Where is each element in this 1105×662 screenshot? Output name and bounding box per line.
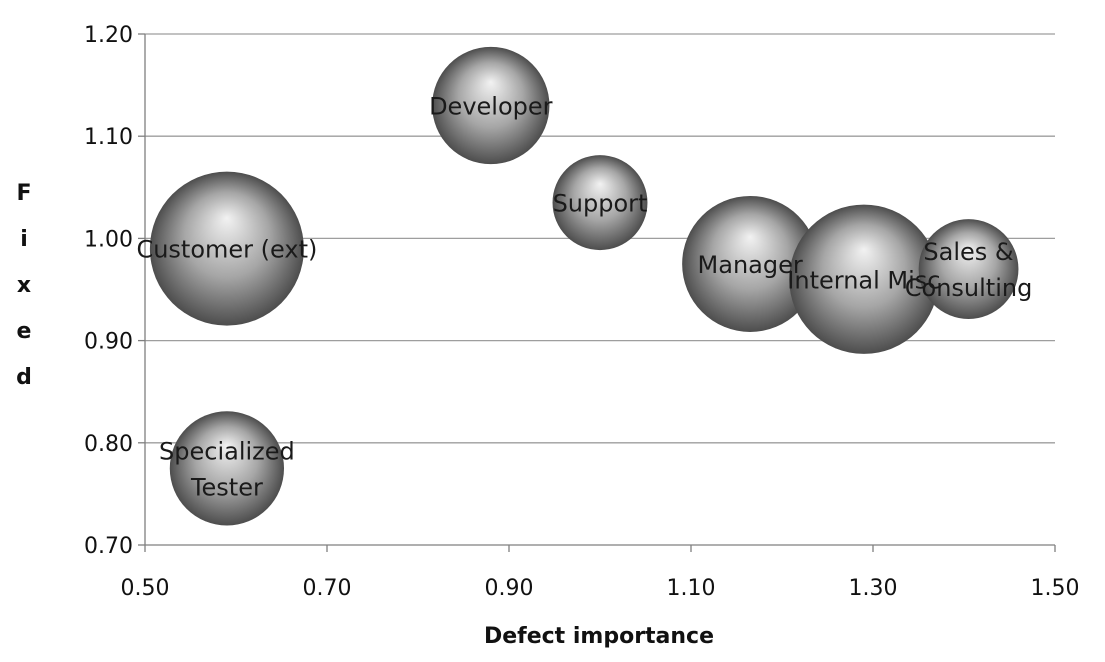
- bubbles: [149, 46, 1019, 526]
- axes: [138, 33, 1056, 552]
- bubble-label: Customer (ext): [136, 236, 317, 264]
- y-tick-label: 0.90: [84, 330, 133, 355]
- x-tick-label: 1.30: [849, 576, 898, 601]
- x-tick-label: 0.50: [121, 576, 170, 601]
- bubble-label: Support: [553, 190, 648, 218]
- x-tick-label: 0.70: [303, 576, 352, 601]
- bubble: [169, 411, 285, 526]
- x-tick-label: 1.50: [1031, 576, 1080, 601]
- x-tick-label: 1.10: [667, 576, 716, 601]
- bubble: [682, 195, 819, 332]
- bubble-label: Internal Misc: [787, 266, 940, 294]
- y-tick-label: 1.00: [84, 227, 133, 252]
- bubble-labels: Customer (ext) Developer Support ManagerInt…: [136, 93, 1032, 502]
- tick-labels: 0.70 0.80 0.90 1.00 1.10 1.20 0.50 0.70 0.90 1.10…: [84, 23, 1079, 601]
- bubble-label: Manager: [698, 251, 803, 279]
- y-tick-label: 0.80: [84, 432, 133, 457]
- y-tick-label: 0.70: [84, 534, 133, 559]
- y-tick-label: 1.20: [84, 23, 133, 48]
- bubble-label: Sales & Consulting: [905, 238, 1033, 302]
- bubble: [552, 155, 648, 251]
- bubble: [432, 46, 550, 165]
- y-tick-label: 1.10: [84, 125, 133, 150]
- bubble: [149, 171, 304, 326]
- x-tick-label: 0.90: [485, 576, 534, 601]
- bubble: [918, 219, 1019, 319]
- bubble-label: Specialized Tester: [159, 437, 295, 501]
- bubble: [789, 204, 939, 354]
- x-axis-title: Defect importance: [484, 624, 714, 649]
- bubble-label: Developer: [429, 93, 553, 121]
